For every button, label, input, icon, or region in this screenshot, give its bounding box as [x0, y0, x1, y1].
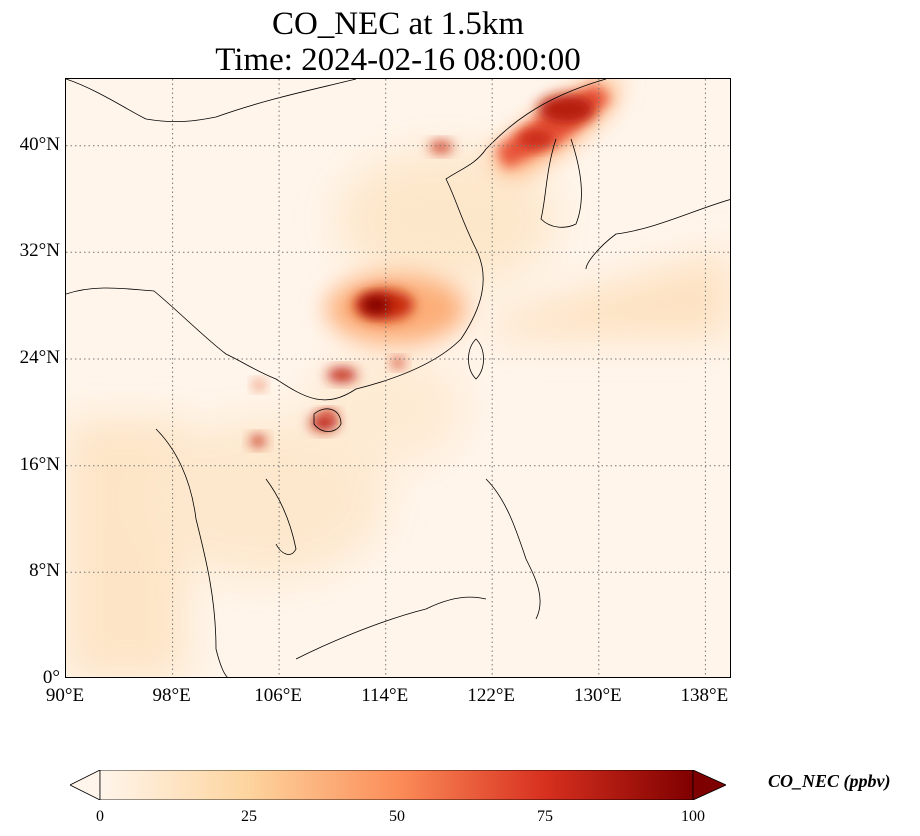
colorbar-tick-label: 50 — [389, 808, 405, 825]
colorbar-min-extend — [69, 769, 101, 801]
map-title-line2: Time: 2024-02-16 08:00:00 — [215, 42, 581, 78]
y-tick-label: 0° — [42, 667, 60, 688]
plume-laos — [250, 380, 266, 447]
colorbar-tick-label: 75 — [537, 808, 553, 825]
colorbar-gradient — [99, 769, 694, 801]
x-tick-label: 138°E — [680, 685, 729, 706]
colorbar-tick-label: 0 — [96, 808, 104, 825]
map-canvas — [66, 79, 730, 677]
background-haze — [66, 149, 730, 677]
colorbar-title: CO_NEC (ppbv) — [768, 771, 891, 791]
x-tick-label: 90°E — [45, 685, 85, 706]
colorbar-tick-label: 100 — [681, 808, 705, 825]
y-tick-label: 32°N — [19, 240, 60, 262]
lat-gridlines — [66, 145, 730, 573]
colorbar-tick-label: 25 — [241, 808, 257, 825]
x-tick-label: 130°E — [573, 685, 622, 706]
lon-gridlines — [172, 79, 706, 677]
colorbar — [69, 769, 727, 801]
colorbar-graphic — [69, 769, 727, 801]
x-tick-label: 106°E — [254, 685, 302, 706]
x-tick-label: 114°E — [361, 685, 409, 706]
map-title-line1: CO_NEC at 1.5km — [271, 6, 525, 42]
y-tick-label: 8°N — [29, 560, 60, 582]
map-panel — [65, 78, 731, 678]
plume-northeast — [429, 79, 621, 179]
x-tick-label: 122°E — [467, 685, 516, 706]
y-tick-label: 24°N — [19, 347, 60, 368]
y-tick-label: 16°N — [19, 453, 60, 475]
plume-central-china — [326, 274, 466, 382]
y-tick-label: 40°N — [19, 133, 60, 155]
colorbar-max-extend — [692, 769, 727, 801]
x-tick-label: 98°E — [152, 685, 191, 706]
coastlines — [66, 79, 730, 677]
